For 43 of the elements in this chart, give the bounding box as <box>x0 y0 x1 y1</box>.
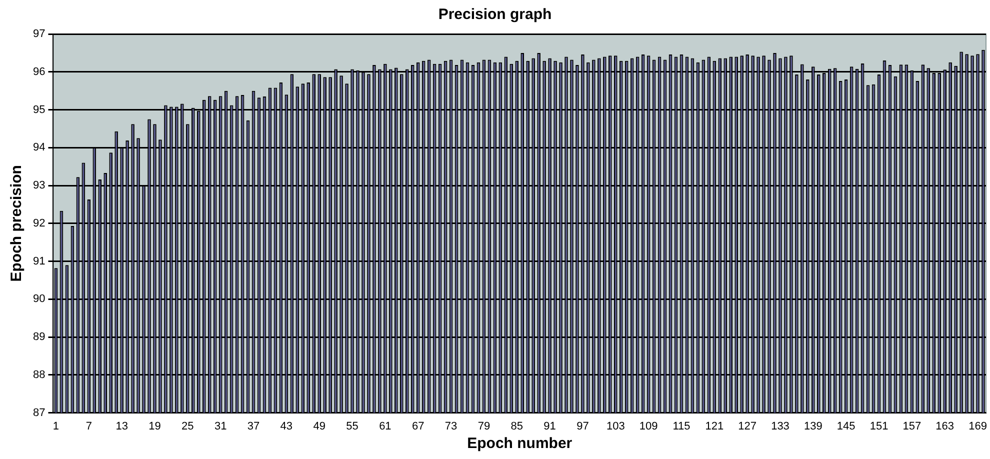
x-tick-label: 55 <box>346 420 358 432</box>
x-tick-label: 25 <box>182 420 194 432</box>
x-tick-label: 103 <box>606 420 625 432</box>
x-tick-label: 145 <box>836 420 856 432</box>
x-tick-label: 97 <box>576 420 589 432</box>
x-tick-label: 13 <box>116 420 128 432</box>
x-tick-label: 19 <box>148 420 161 432</box>
x-tick-label: 85 <box>510 420 523 432</box>
y-tick-label: 91 <box>32 255 46 268</box>
x-tick-label: 121 <box>705 420 724 432</box>
x-tick-label: 139 <box>804 420 822 432</box>
y-tick-label: 95 <box>32 104 46 116</box>
y-tick-label: 89 <box>32 331 46 344</box>
x-tick-label: 127 <box>738 420 756 432</box>
y-tick-label: 93 <box>32 180 46 192</box>
y-tick-label: 92 <box>32 217 46 230</box>
y-tick-label: 88 <box>32 368 46 381</box>
x-tick-label: 1 <box>52 420 60 432</box>
x-tick-label: 151 <box>870 420 888 432</box>
x-axis-title: Epoch number <box>467 435 572 452</box>
y-tick-label: 94 <box>32 142 46 154</box>
x-tick-label: 31 <box>214 420 227 432</box>
x-tick-label: 61 <box>379 420 392 432</box>
x-tick-label: 91 <box>544 420 556 432</box>
x-tick-label: 73 <box>444 420 458 432</box>
x-tick-label: 79 <box>478 420 490 432</box>
x-tick-label: 169 <box>968 420 987 432</box>
chart-title: Precision graph <box>438 6 552 24</box>
x-tick-label: 109 <box>639 420 658 432</box>
x-tick-label: 49 <box>313 420 326 432</box>
x-tick-label: 133 <box>771 420 790 432</box>
x-tick-label: 163 <box>936 420 954 432</box>
y-tick-label: 90 <box>32 293 46 306</box>
x-tick-label: 43 <box>280 420 293 432</box>
y-axis-title: Epoch precision <box>8 165 26 282</box>
x-tick-label: 157 <box>902 420 922 432</box>
x-tick-label: 115 <box>672 420 690 432</box>
y-tick-label: 87 <box>32 406 46 419</box>
x-tick-label: 7 <box>86 420 92 432</box>
x-tick-label: 67 <box>412 420 424 432</box>
y-tick-label: 96 <box>32 66 46 78</box>
y-tick-label: 97 <box>32 28 46 40</box>
x-tick-label: 37 <box>247 420 260 432</box>
